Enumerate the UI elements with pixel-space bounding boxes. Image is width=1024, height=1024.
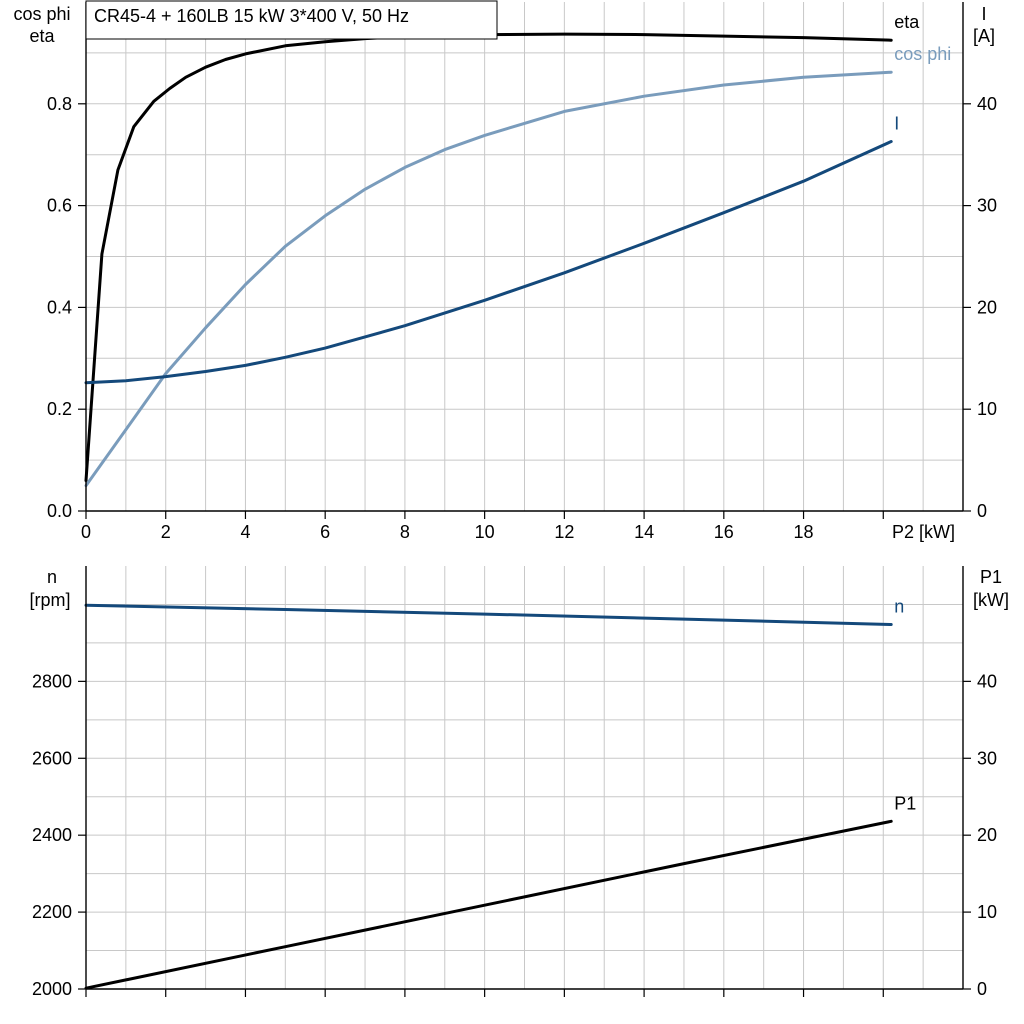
bottom-left-tick-label: 2600 (32, 748, 72, 768)
chart-title: CR45-4 + 160LB 15 kW 3*400 V, 50 Hz (94, 6, 409, 26)
top-left-axis-label-eta: eta (29, 26, 55, 46)
top-series-cos-phi (84, 70, 893, 488)
bottom-right-tick-label: 40 (977, 671, 997, 691)
top-series-i (84, 140, 893, 385)
x-tick-label: 2 (161, 522, 171, 542)
bottom-right-tick-label: 20 (977, 825, 997, 845)
top-left-tick-label: 0.4 (47, 297, 72, 317)
bottom-right-tick-label: 0 (977, 979, 987, 999)
bottom-left-axis-label-rpm: [rpm] (29, 590, 70, 610)
top-series-eta (84, 32, 893, 482)
top-left-tick-label: 0.2 (47, 399, 72, 419)
x-tick-label: 6 (320, 522, 330, 542)
x-tick-label: 10 (475, 522, 495, 542)
title-box (85, 0, 498, 40)
top-left-tick-label: 0.6 (47, 196, 72, 216)
bottom-left-tick-label: 2000 (32, 979, 72, 999)
bottom-right-axis-label-p1: P1 (980, 567, 1002, 587)
top-right-tick-label: 20 (977, 297, 997, 317)
top-series-label: I (894, 113, 899, 133)
bottom-series-label: P1 (894, 793, 916, 813)
bottom-left-tick-label: 2200 (32, 902, 72, 922)
bottom-series-p1 (84, 819, 893, 990)
x-tick-label: 8 (400, 522, 410, 542)
x-tick-label: 12 (554, 522, 574, 542)
bottom-left-tick-label: 2400 (32, 825, 72, 845)
x-tick-label: 14 (634, 522, 654, 542)
top-right-tick-label: 0 (977, 501, 987, 521)
top-left-tick-label: 0.0 (47, 501, 72, 521)
bottom-left-axis-label-n: n (47, 567, 57, 587)
top-right-axis-label-unit: [A] (973, 26, 995, 46)
bottom-series-label: n (894, 596, 904, 616)
top-left-tick-label: 0.8 (47, 94, 72, 114)
x-tick-label: 0 (81, 522, 91, 542)
top-left-axis-label-cosphi: cos phi (13, 4, 70, 24)
x-tick-label: 16 (714, 522, 734, 542)
x-axis-label: P2 [kW] (892, 522, 955, 542)
top-series-label: eta (894, 12, 920, 32)
top-right-tick-label: 40 (977, 94, 997, 114)
bottom-right-axis-label-unit: [kW] (973, 590, 1009, 610)
top-right-tick-label: 30 (977, 196, 997, 216)
bottom-right-tick-label: 10 (977, 902, 997, 922)
top-right-tick-label: 10 (977, 399, 997, 419)
bottom-right-tick-label: 30 (977, 748, 997, 768)
bottom-series-n (84, 603, 893, 626)
top-series-label: cos phi (894, 44, 951, 64)
x-tick-label: 18 (794, 522, 814, 542)
bottom-left-tick-label: 2800 (32, 671, 72, 691)
top-right-axis-label-i: I (981, 4, 986, 24)
x-tick-label: 4 (240, 522, 250, 542)
